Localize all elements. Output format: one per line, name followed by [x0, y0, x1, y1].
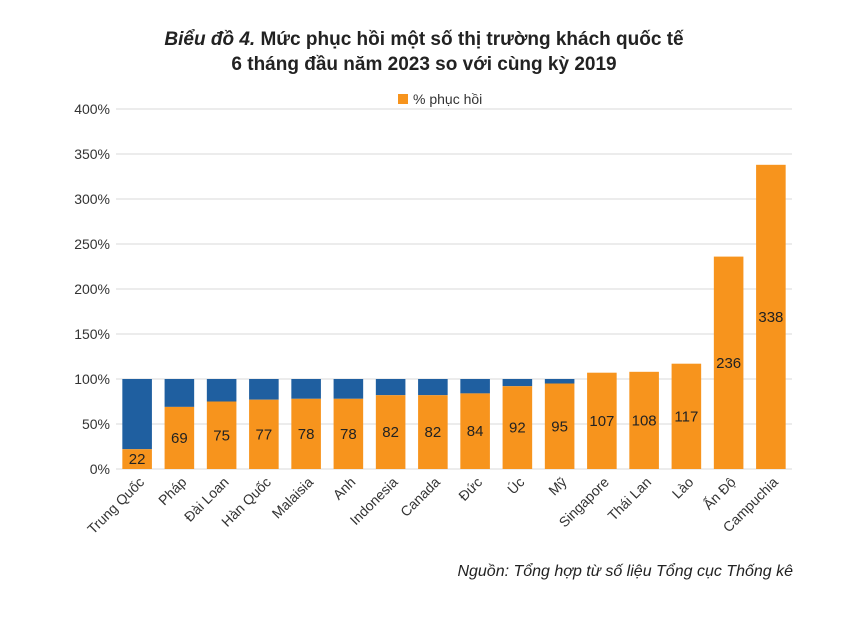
legend-label: % phục hồi: [413, 91, 482, 107]
y-tick-label: 0%: [90, 461, 110, 477]
bar-remainder: [164, 379, 195, 407]
bar: [587, 372, 617, 469]
chart-title-lead: Biểu đồ 4.: [164, 29, 255, 50]
x-tick-label: Ấn Độ: [700, 474, 739, 513]
x-tick-label: Mỹ: [545, 474, 570, 499]
x-tick-label: Malaisia: [269, 474, 317, 522]
data-label: 117: [674, 408, 698, 425]
bar: [333, 398, 364, 469]
data-label: 82: [425, 424, 442, 441]
x-tick-label: Trung Quốc: [84, 474, 147, 537]
legend-swatch: [398, 94, 408, 104]
bar-remainder: [122, 379, 152, 450]
data-label: 236: [716, 355, 741, 372]
x-tick-label: Úc: [504, 474, 527, 497]
data-label: 82: [382, 424, 399, 441]
data-label: 107: [589, 413, 614, 430]
bar: [249, 399, 279, 469]
data-label: 22: [129, 451, 146, 468]
y-tick-label: 200%: [74, 281, 110, 297]
bar: [756, 164, 786, 470]
bar: [206, 401, 237, 469]
chart-title: Biểu đồ 4. Mức phục hồi một số thị trườn…: [164, 29, 684, 50]
x-tick-label: Thái Lan: [604, 474, 654, 524]
bar: [629, 371, 659, 469]
bar: [460, 393, 490, 469]
bar: [164, 406, 195, 469]
data-label: 338: [758, 309, 783, 326]
y-tick-label: 50%: [82, 416, 110, 432]
x-tick-label: Lào: [669, 474, 697, 502]
data-label: 75: [213, 427, 230, 444]
data-label: 77: [256, 426, 273, 443]
bars: 22 69 75 77 78 78 82 82 84 92 95 107 108 117 236 338: [122, 164, 786, 470]
y-axis: 0% 50% 100% 150% 200% 250% 300% 350% 400%: [74, 101, 110, 477]
y-tick-label: 350%: [74, 146, 110, 162]
bar: [671, 363, 702, 469]
chart-title-rest: Mức phục hồi một số thị trường khách quố…: [255, 29, 684, 50]
bar-remainder: [502, 379, 533, 387]
data-label: 69: [171, 430, 188, 447]
bar-remainder: [460, 379, 490, 394]
bar-remainder: [544, 379, 575, 384]
bar: [418, 395, 448, 469]
y-tick-label: 100%: [74, 371, 110, 387]
chart-title-line2: 6 tháng đầu năm 2023 so với cùng kỳ 2019: [231, 54, 616, 75]
y-tick-label: 400%: [74, 101, 110, 117]
data-label: 95: [551, 418, 568, 435]
data-label: 92: [509, 420, 526, 437]
legend: % phục hồi: [398, 91, 482, 107]
bar: [375, 395, 406, 469]
bar-remainder: [333, 379, 364, 399]
bar: [122, 449, 152, 469]
x-tick-label: Pháp: [155, 474, 190, 509]
bar: [502, 386, 533, 469]
data-label: 84: [467, 423, 484, 440]
bar-remainder: [206, 379, 237, 402]
data-label: 108: [632, 412, 657, 429]
bar: [291, 398, 321, 469]
bar-remainder: [249, 379, 279, 400]
bar: [713, 256, 744, 469]
x-tick-label: Đức: [455, 474, 485, 504]
bar-remainder: [291, 379, 321, 399]
y-tick-label: 300%: [74, 191, 110, 207]
bar-remainder: [375, 379, 406, 396]
source-note: Nguồn: Tổng hợp từ số liệu Tổng cục Thốn…: [457, 563, 793, 580]
bar-remainder: [418, 379, 448, 396]
x-tick-label: Anh: [330, 474, 359, 503]
data-label: 78: [340, 426, 357, 443]
bar: [544, 383, 575, 469]
x-tick-label: Canada: [397, 474, 443, 520]
y-tick-label: 250%: [74, 236, 110, 252]
data-label: 78: [298, 426, 315, 443]
y-tick-label: 150%: [74, 326, 110, 342]
